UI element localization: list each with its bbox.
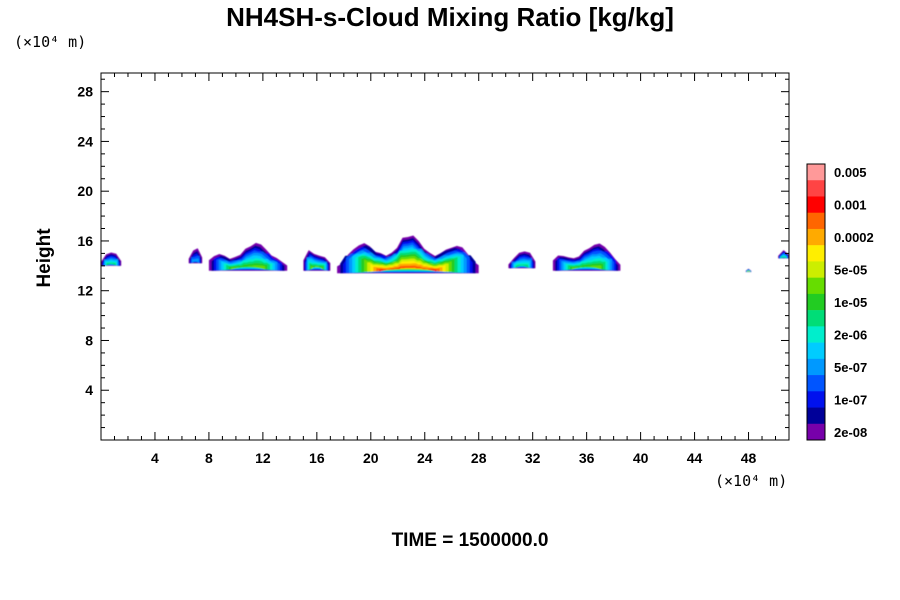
cloud-patch (337, 235, 479, 274)
colorbar-swatch (807, 261, 825, 278)
cloud-patch (745, 268, 752, 273)
colorbar-swatch (807, 407, 825, 425)
cloud-contour (379, 267, 437, 272)
colorbar-label: 2e-06 (834, 327, 867, 342)
colorbar-swatch (807, 228, 825, 246)
cloud-patch (778, 250, 789, 259)
cloud-contour (311, 266, 323, 270)
cloud-patch (208, 242, 288, 271)
x-axis-unit: (×10⁴ m) (715, 472, 788, 490)
x-tick-label: 44 (687, 450, 703, 466)
colorbar-swatch (807, 423, 825, 441)
y-tick-label: 16 (77, 233, 93, 249)
y-axis-unit: (×10⁴ m) (14, 33, 87, 51)
colorbar-swatch (807, 310, 825, 327)
colorbar-swatch (807, 375, 825, 392)
colorbar-swatch (807, 212, 825, 230)
cloud-contour (106, 262, 116, 266)
x-tick-label: 32 (525, 450, 541, 466)
colorbar-label: 0.0002 (834, 230, 874, 245)
x-tick-label: 12 (255, 450, 271, 466)
colorbar-label: 0.005 (834, 165, 867, 180)
colorbar-swatch (807, 293, 825, 311)
colorbar-swatch (807, 245, 825, 262)
plot-frame (100, 72, 790, 441)
y-axis-label: Height (34, 228, 55, 288)
colorbar-swatch (807, 391, 825, 408)
cloud-patch (303, 250, 331, 271)
y-tick-label: 12 (77, 283, 93, 299)
x-tick-label: 16 (309, 450, 325, 466)
y-tick-label: 8 (85, 332, 93, 348)
cloud-patch (552, 243, 621, 271)
time-annotation: TIME = 1500000.0 (391, 530, 549, 551)
colorbar-frame (806, 163, 826, 441)
y-tick-label: 24 (77, 133, 93, 149)
cloud-patch (101, 252, 122, 266)
colorbar-swatch (807, 196, 825, 214)
x-tick-label: 8 (205, 450, 213, 466)
colorbar-label: 1e-05 (834, 295, 867, 310)
cloud-field (101, 235, 789, 274)
cloud-patch (188, 248, 203, 264)
x-tick-label: 24 (417, 450, 433, 466)
cloud-contour (376, 265, 440, 272)
colorbar-swatch (807, 277, 825, 295)
colorbar-label: 5e-07 (834, 360, 867, 375)
colorbar-label: 1e-07 (834, 392, 867, 407)
colorbar-swatch (807, 180, 825, 197)
colorbar-label: 0.001 (834, 198, 867, 213)
cloud-contour (572, 265, 602, 270)
colorbar-swatch (807, 358, 825, 376)
cloud-contour (781, 256, 787, 258)
colorbar-label: 2e-08 (834, 425, 867, 440)
cloud-contour (191, 258, 199, 263)
cloud-contour (310, 264, 324, 270)
cloud-contour (231, 265, 265, 270)
x-tick-label: 40 (633, 450, 649, 466)
colorbar-swatch (807, 326, 825, 343)
y-axis: 4 8 12 16 20 24 28 (77, 78, 789, 429)
x-tick-label: 20 (363, 450, 379, 466)
colorbar-swatch (807, 164, 825, 181)
colorbar-label: 5e-05 (834, 263, 867, 278)
x-tick-label: 36 (579, 450, 595, 466)
x-tick-label: 28 (471, 450, 487, 466)
cloud-contour (569, 263, 604, 270)
cloud-contour (747, 271, 750, 272)
cloud-contour (515, 264, 529, 268)
colorbar-swatch (807, 342, 825, 360)
y-tick-label: 4 (85, 382, 93, 398)
x-axis: 4 8 12 16 20 24 28 32 36 40 44 48 (113, 73, 777, 466)
x-tick-label: 48 (741, 450, 757, 466)
colorbar: 0.005 0.001 0.0002 5e-05 1e-05 2e-06 5e-07 1e-0… (806, 163, 874, 441)
y-tick-label: 28 (77, 84, 93, 100)
y-tick-label: 20 (77, 183, 93, 199)
cloud-patch (508, 251, 536, 269)
x-tick-label: 4 (151, 450, 159, 466)
chart-title: NH4SH-s-Cloud Mixing Ratio [kg/kg] (226, 2, 674, 32)
